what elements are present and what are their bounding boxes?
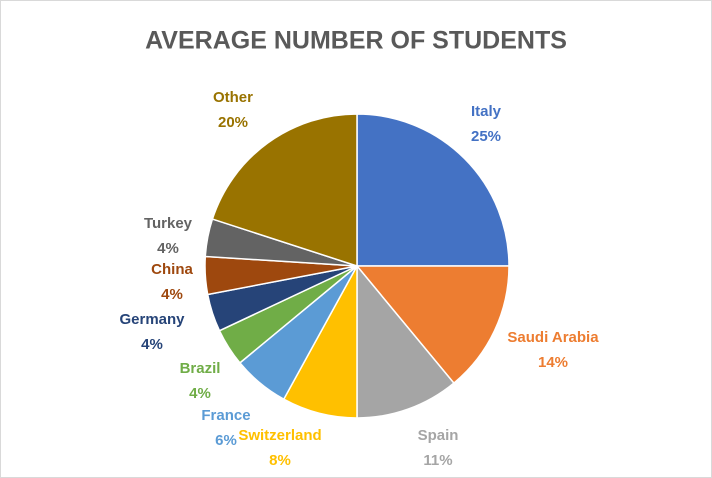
slice-label: Spain	[418, 427, 459, 444]
slice-value-label: 4%	[141, 336, 163, 353]
slice-label: Germany	[119, 311, 185, 328]
slice-value-label: 4%	[161, 286, 183, 303]
pie-slice	[356, 263, 455, 419]
pie-slice	[211, 113, 358, 268]
slice-label: Turkey	[144, 215, 193, 232]
slice-label: Italy	[471, 103, 502, 120]
slice-value-label: 25%	[471, 128, 501, 145]
pie-slice	[355, 265, 510, 385]
slice-value-label: 20%	[218, 114, 248, 131]
slice-value-label: 4%	[189, 385, 211, 402]
slice-value-label: 14%	[538, 354, 568, 371]
slice-label: China	[151, 261, 193, 278]
slice-label: Switzerland	[238, 427, 321, 444]
slice-label: Other	[213, 89, 253, 106]
slice-label: France	[201, 407, 250, 424]
slice-value-label: 8%	[269, 452, 291, 469]
pie-slice	[356, 113, 510, 267]
slice-label: Saudi Arabia	[507, 329, 599, 346]
chart-title: AVERAGE NUMBER OF STUDENTS	[145, 27, 567, 55]
slice-value-label: 11%	[423, 452, 452, 469]
slice-value-label: 6%	[215, 432, 237, 449]
slice-label: Brazil	[180, 360, 221, 377]
slice-value-label: 4%	[157, 240, 179, 257]
